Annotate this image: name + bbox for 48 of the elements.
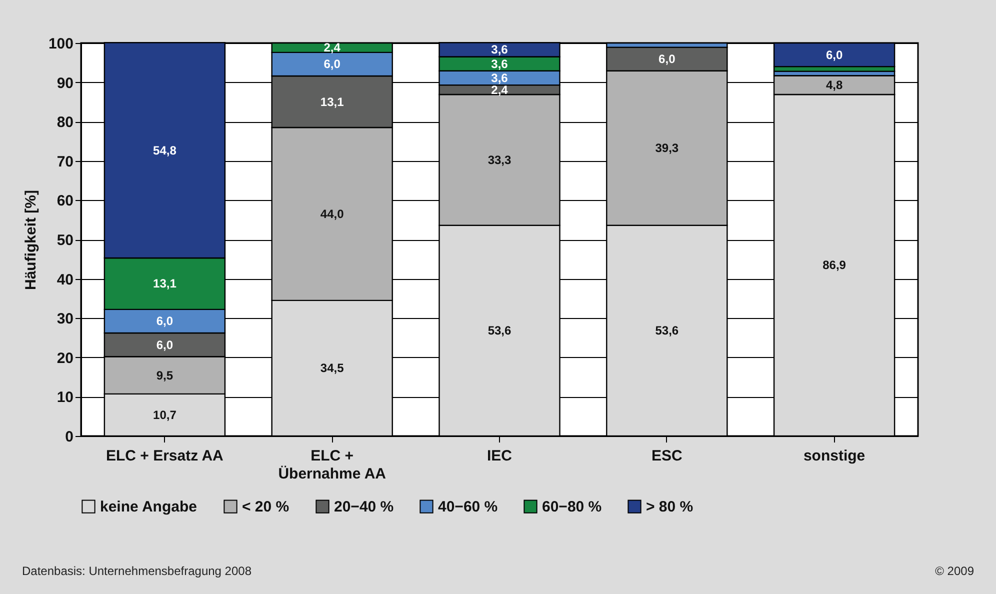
y-tick-label: 60 (56, 192, 74, 210)
legend-label: 20−40 % (334, 498, 394, 516)
data-label: 54,8 (153, 143, 177, 158)
y-axis-title: Häufigkeit [%] (22, 190, 40, 290)
text: Datenbasis: Unternehmensbefragung 2008 (22, 564, 252, 578)
data-label: 4,8 (826, 78, 843, 92)
legend-label: 60−80 % (542, 498, 602, 516)
y-tick-label: 100 (48, 36, 74, 52)
y-tick-label: 70 (56, 153, 74, 170)
y-tick-label: 90 (56, 74, 74, 92)
data-label: 3,6 (491, 56, 508, 71)
data-label: 13,1 (320, 94, 344, 109)
x-tick-label: IEC (486, 448, 512, 464)
data-label: 2,4 (324, 40, 341, 55)
data-label: 39,3 (655, 141, 679, 156)
y-tick-label: 40 (56, 271, 74, 288)
y-tick-label: 0 (65, 428, 74, 446)
data-label: 33,3 (488, 152, 512, 167)
data-label: 3,6 (491, 70, 508, 85)
data-label: 6,0 (324, 57, 341, 72)
data-label: 13,1 (153, 276, 177, 291)
data-label: 6,0 (658, 52, 676, 66)
y-tick-label: 80 (56, 114, 74, 132)
legend-label: < 20 % (242, 498, 290, 516)
y-tick-label: 20 (56, 350, 74, 367)
data-label: 3,6 (491, 42, 508, 57)
data-label: 10,7 (153, 408, 177, 422)
x-tick-label: ESC (651, 448, 682, 464)
legend-label: 40−60 % (438, 498, 498, 516)
data-label: 6,0 (156, 338, 174, 352)
legend-label: keine Angabe (100, 498, 197, 516)
data-label: 9,5 (156, 368, 174, 382)
data-label: 86,9 (822, 258, 846, 272)
legend-label: > 80 % (646, 498, 694, 516)
data-label: 53,6 (488, 324, 512, 338)
y-tick-label: 10 (56, 389, 74, 406)
data-label: 6,0 (826, 48, 843, 62)
data-label: 2,4 (491, 82, 508, 97)
data-label: 44,0 (320, 206, 344, 221)
y-tick-label: 30 (56, 310, 74, 328)
x-tick-label: ELC + Ersatz AA (106, 448, 224, 464)
text: © 2009 (935, 564, 974, 578)
data-label: 6,0 (156, 314, 174, 328)
data-label: 34,5 (320, 361, 344, 376)
data-label: 53,6 (655, 324, 679, 338)
x-tick-label: sonstige (803, 448, 866, 464)
y-tick-label: 50 (56, 232, 74, 249)
x-tick-label: ELC + Übernahme AA (278, 448, 386, 482)
